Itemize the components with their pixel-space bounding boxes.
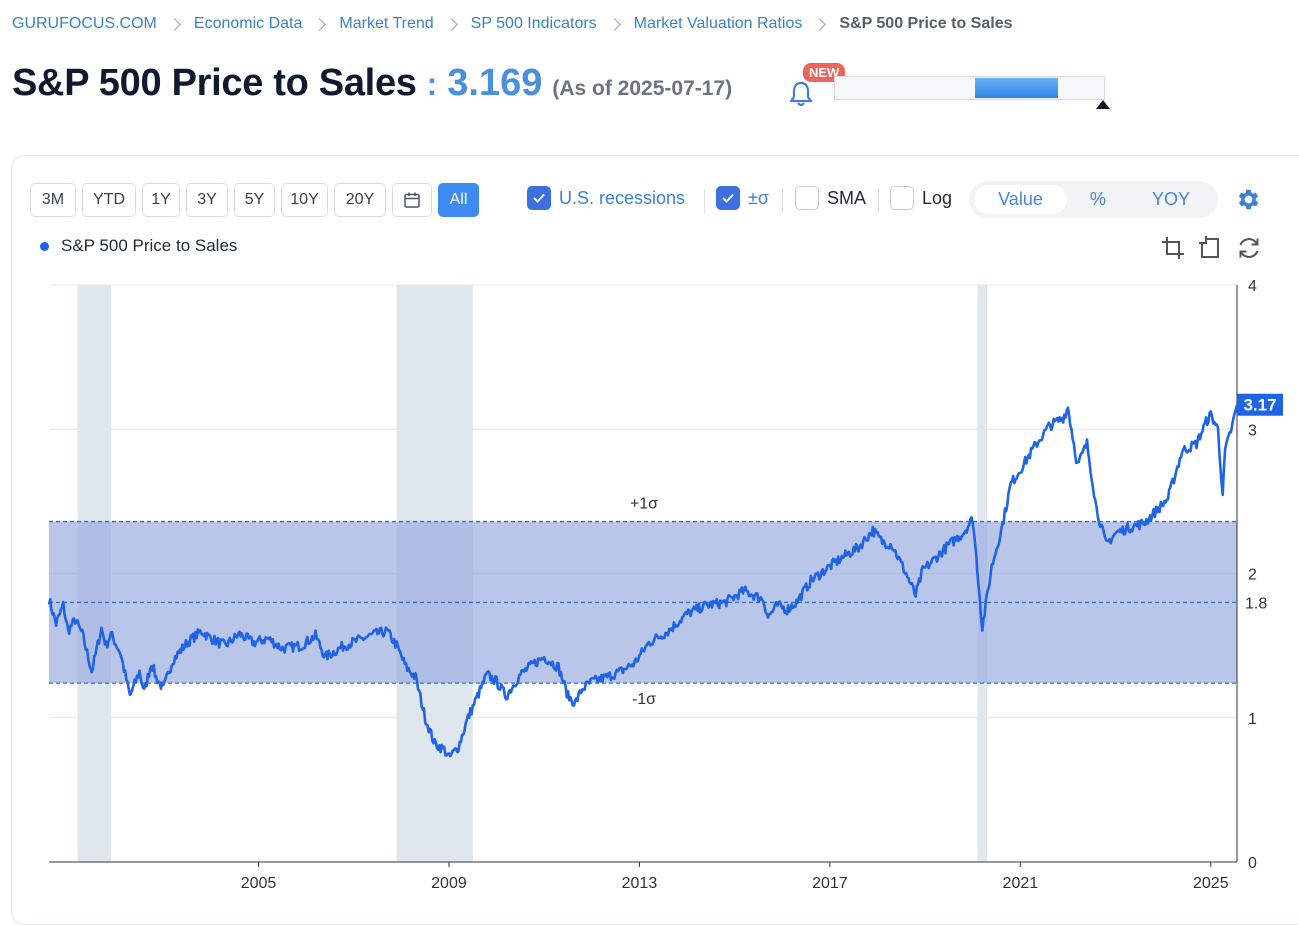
bell-icon[interactable] xyxy=(788,80,814,108)
range-button-1y[interactable]: 1Y xyxy=(142,183,180,217)
x-tick-label: 2013 xyxy=(622,875,658,892)
last-value-label: 3.17 xyxy=(1243,396,1276,415)
y-tick-label: 2 xyxy=(1248,567,1257,584)
sma-label: SMA xyxy=(827,187,867,208)
plus-sigma-label: +1σ xyxy=(630,496,658,513)
breadcrumb-link-market-trend[interactable]: Market Trend xyxy=(339,15,434,32)
breadcrumb-current: S&P 500 Price to Sales xyxy=(839,15,1013,32)
toggle-recessions[interactable]: U.S. recessions xyxy=(527,186,685,210)
title-colon: : xyxy=(426,66,438,102)
divider xyxy=(878,189,879,213)
page-title: S&P 500 Price to Sales xyxy=(12,62,417,104)
mean-label: 1.8 xyxy=(1245,595,1267,612)
current-value: 3.169 xyxy=(447,62,543,104)
last-value-badge: 3.17 xyxy=(1237,393,1283,416)
view-mode-percent[interactable]: % xyxy=(1089,189,1106,209)
range-button-3m[interactable]: 3M xyxy=(30,183,76,217)
checkbox-sigma[interactable] xyxy=(716,186,740,210)
calendar-button[interactable] xyxy=(392,183,432,217)
toggle-sma[interactable]: SMA xyxy=(795,186,866,210)
legend-marker xyxy=(40,241,49,251)
range-button-20y[interactable]: 20Y xyxy=(334,183,386,217)
log-label: Log xyxy=(922,187,953,208)
view-mode-yoy[interactable]: YOY xyxy=(1151,189,1190,209)
recessions-label: U.S. recessions xyxy=(559,187,686,208)
toggle-log[interactable]: Log xyxy=(890,186,952,210)
y-tick-label: 3 xyxy=(1248,422,1257,439)
title-row: S&P 500 Price to Sales : 3.169 (As of 20… xyxy=(12,62,732,105)
range-buttons: 3M YTD 1Y 3Y 5Y 10Y 20Y All xyxy=(30,183,479,217)
range-slider-selection[interactable] xyxy=(974,78,1059,98)
y-tick-label: 0 xyxy=(1248,855,1257,872)
divider xyxy=(704,189,705,213)
legend-label: S&P 500 Price to Sales xyxy=(61,236,238,255)
legend-item[interactable]: S&P 500 Price to Sales xyxy=(40,236,237,256)
y-tick-label: 1 xyxy=(1248,711,1257,728)
x-tick-label: 2017 xyxy=(812,875,848,892)
crop-icon[interactable] xyxy=(1160,235,1186,261)
gear-icon[interactable] xyxy=(1235,186,1262,213)
undo-icon[interactable] xyxy=(1197,235,1223,261)
refresh-icon[interactable] xyxy=(1236,235,1262,261)
x-tick-label: 2009 xyxy=(431,875,467,892)
checkbox-log[interactable] xyxy=(890,186,914,210)
breadcrumb-link-home[interactable]: GURUFOCUS.COM xyxy=(12,15,157,32)
x-tick-label: 2005 xyxy=(241,875,277,892)
range-slider[interactable] xyxy=(834,76,1105,100)
calendar-icon xyxy=(404,192,420,208)
view-mode-switch: Value % YOY xyxy=(969,181,1218,218)
check-icon xyxy=(722,193,734,203)
series-line xyxy=(47,404,1239,758)
checkbox-recessions[interactable] xyxy=(527,186,551,210)
range-slider-handle[interactable] xyxy=(1096,100,1110,109)
breadcrumb-link-sp500-indicators[interactable]: SP 500 Indicators xyxy=(470,15,597,32)
minus-sigma-label: -1σ xyxy=(632,691,656,708)
range-button-10y[interactable]: 10Y xyxy=(281,183,328,217)
breadcrumb: GURUFOCUS.COM Economic Data Market Trend… xyxy=(12,13,1012,35)
range-button-ytd[interactable]: YTD xyxy=(82,183,136,217)
view-mode-value[interactable]: Value xyxy=(974,185,1067,214)
divider xyxy=(782,189,783,213)
range-button-all[interactable]: All xyxy=(438,183,479,217)
check-icon xyxy=(533,193,545,203)
range-button-5y[interactable]: 5Y xyxy=(234,183,275,217)
checkbox-sma[interactable] xyxy=(795,186,819,210)
x-tick-label: 2021 xyxy=(1003,875,1039,892)
breadcrumb-link-economic-data[interactable]: Economic Data xyxy=(193,15,303,32)
x-tick-label: 2025 xyxy=(1193,875,1229,892)
range-button-3y[interactable]: 3Y xyxy=(186,183,228,217)
sigma-label: ±σ xyxy=(748,187,769,208)
last-value-badge-bg xyxy=(1237,393,1283,416)
toggle-sigma[interactable]: ±σ xyxy=(716,186,769,210)
y-tick-label: 4 xyxy=(1248,278,1257,295)
as-of-date: (As of 2025-07-17) xyxy=(552,77,733,100)
breadcrumb-link-valuation-ratios[interactable]: Market Valuation Ratios xyxy=(633,15,803,32)
